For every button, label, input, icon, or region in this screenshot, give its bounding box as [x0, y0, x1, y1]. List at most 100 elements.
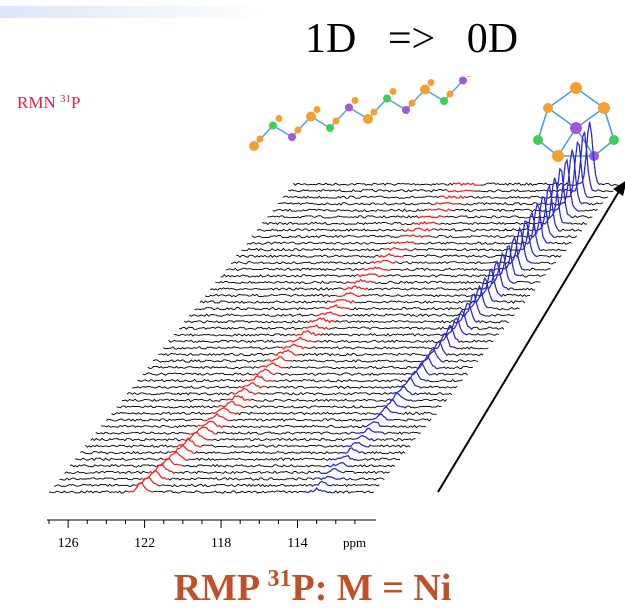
red-peak	[224, 395, 253, 402]
nmr-label-text: RMN	[17, 93, 56, 112]
atom	[570, 82, 582, 94]
red-peak	[322, 304, 350, 310]
red-peak	[231, 387, 260, 396]
red-peak	[370, 259, 398, 264]
atom	[288, 133, 296, 141]
chain-structure-icon	[249, 76, 472, 151]
bottom-title-prefix: RMP	[173, 567, 268, 609]
nmr-stack-plot: 126 122 118 114 ppm	[47, 121, 625, 551]
spectrum-trace	[236, 220, 562, 258]
atom	[543, 103, 553, 113]
spectrum-trace	[183, 302, 510, 324]
red-peak	[272, 349, 300, 357]
bottom-title-isotope: 31	[267, 566, 292, 592]
atom	[345, 103, 353, 112]
atom	[427, 79, 435, 86]
blue-peak	[367, 413, 394, 421]
depth-arrow-head	[613, 181, 625, 196]
title-1d: 1D	[305, 16, 357, 62]
red-peak	[418, 215, 446, 219]
atom	[609, 135, 619, 145]
atom	[440, 97, 448, 105]
red-peak	[301, 324, 329, 330]
red-peak	[265, 356, 293, 363]
red-peak	[349, 278, 377, 284]
atom	[552, 150, 564, 162]
atom	[570, 122, 582, 134]
time-arrow	[437, 181, 625, 493]
blue-peak	[345, 441, 371, 448]
blue-peak	[437, 324, 464, 343]
red-peak	[356, 273, 384, 278]
spectrum-trace	[215, 252, 541, 285]
bottom-title: RMP 31P: M = Ni	[0, 556, 625, 611]
red-peak	[127, 481, 155, 493]
red-peak	[329, 299, 357, 304]
atom	[383, 94, 391, 103]
blue-peak	[350, 434, 376, 442]
blue-peak	[570, 131, 597, 192]
transition-title: 1D => 0D	[305, 14, 615, 64]
blue-peak	[385, 392, 411, 402]
atom	[389, 88, 397, 95]
atom	[351, 97, 359, 104]
atom	[326, 124, 334, 132]
atom	[533, 135, 543, 145]
blue-peak	[315, 475, 341, 481]
nmr-label: RMN 31P	[17, 89, 80, 113]
atom	[408, 99, 416, 107]
bottom-title-rest: P: M = Ni	[291, 567, 452, 609]
red-peak	[203, 413, 231, 422]
atom	[269, 121, 277, 130]
blue-peak	[535, 183, 562, 232]
blue-peak	[362, 421, 388, 428]
atom	[256, 135, 264, 143]
slide-header-band	[0, 6, 270, 18]
blue-peak	[553, 157, 579, 212]
bond	[537, 107, 549, 141]
atom	[249, 141, 259, 151]
red-peak	[398, 234, 426, 239]
spectrum-trace	[189, 293, 515, 317]
red-peak	[425, 208, 453, 212]
red-peak	[251, 368, 279, 376]
spectrum-trace	[241, 211, 567, 252]
blue-peak	[415, 355, 441, 370]
blue-peak	[490, 252, 516, 285]
red-peak	[308, 317, 336, 324]
red-peak	[217, 400, 245, 408]
title-0d: 0D	[466, 16, 519, 62]
atom	[313, 106, 321, 113]
blue-peak	[338, 447, 364, 455]
blue-peak	[578, 121, 602, 186]
blue-peak	[432, 333, 459, 350]
red-peak	[405, 227, 434, 232]
atom	[598, 102, 610, 114]
blue-peak	[303, 487, 329, 494]
x-tick-label: 122	[134, 536, 155, 551]
x-axis: 126 122 118 114 ppm	[47, 519, 376, 551]
x-tick-label: 114	[287, 536, 307, 551]
bond	[443, 79, 464, 102]
blue-peak	[518, 210, 544, 252]
red-peak	[175, 437, 203, 448]
x-axis-label: ppm	[343, 535, 366, 550]
red-peak	[446, 189, 474, 193]
red-peak	[377, 253, 405, 258]
blue-peak	[309, 480, 336, 487]
blue-peak	[548, 167, 574, 219]
blue-peak	[397, 376, 424, 389]
spectrum-trace	[204, 269, 530, 298]
red-peak	[391, 240, 419, 245]
x-tick-label: 118	[211, 536, 231, 551]
atom	[332, 117, 340, 125]
blue-peak	[408, 361, 434, 376]
atom	[363, 114, 373, 124]
red-peak	[246, 375, 274, 382]
bond	[329, 106, 350, 129]
atom	[306, 111, 316, 122]
red-peak	[334, 292, 363, 298]
nmr-isotope: 31	[59, 93, 71, 105]
red-peak	[210, 407, 238, 415]
red-peak	[453, 182, 481, 187]
